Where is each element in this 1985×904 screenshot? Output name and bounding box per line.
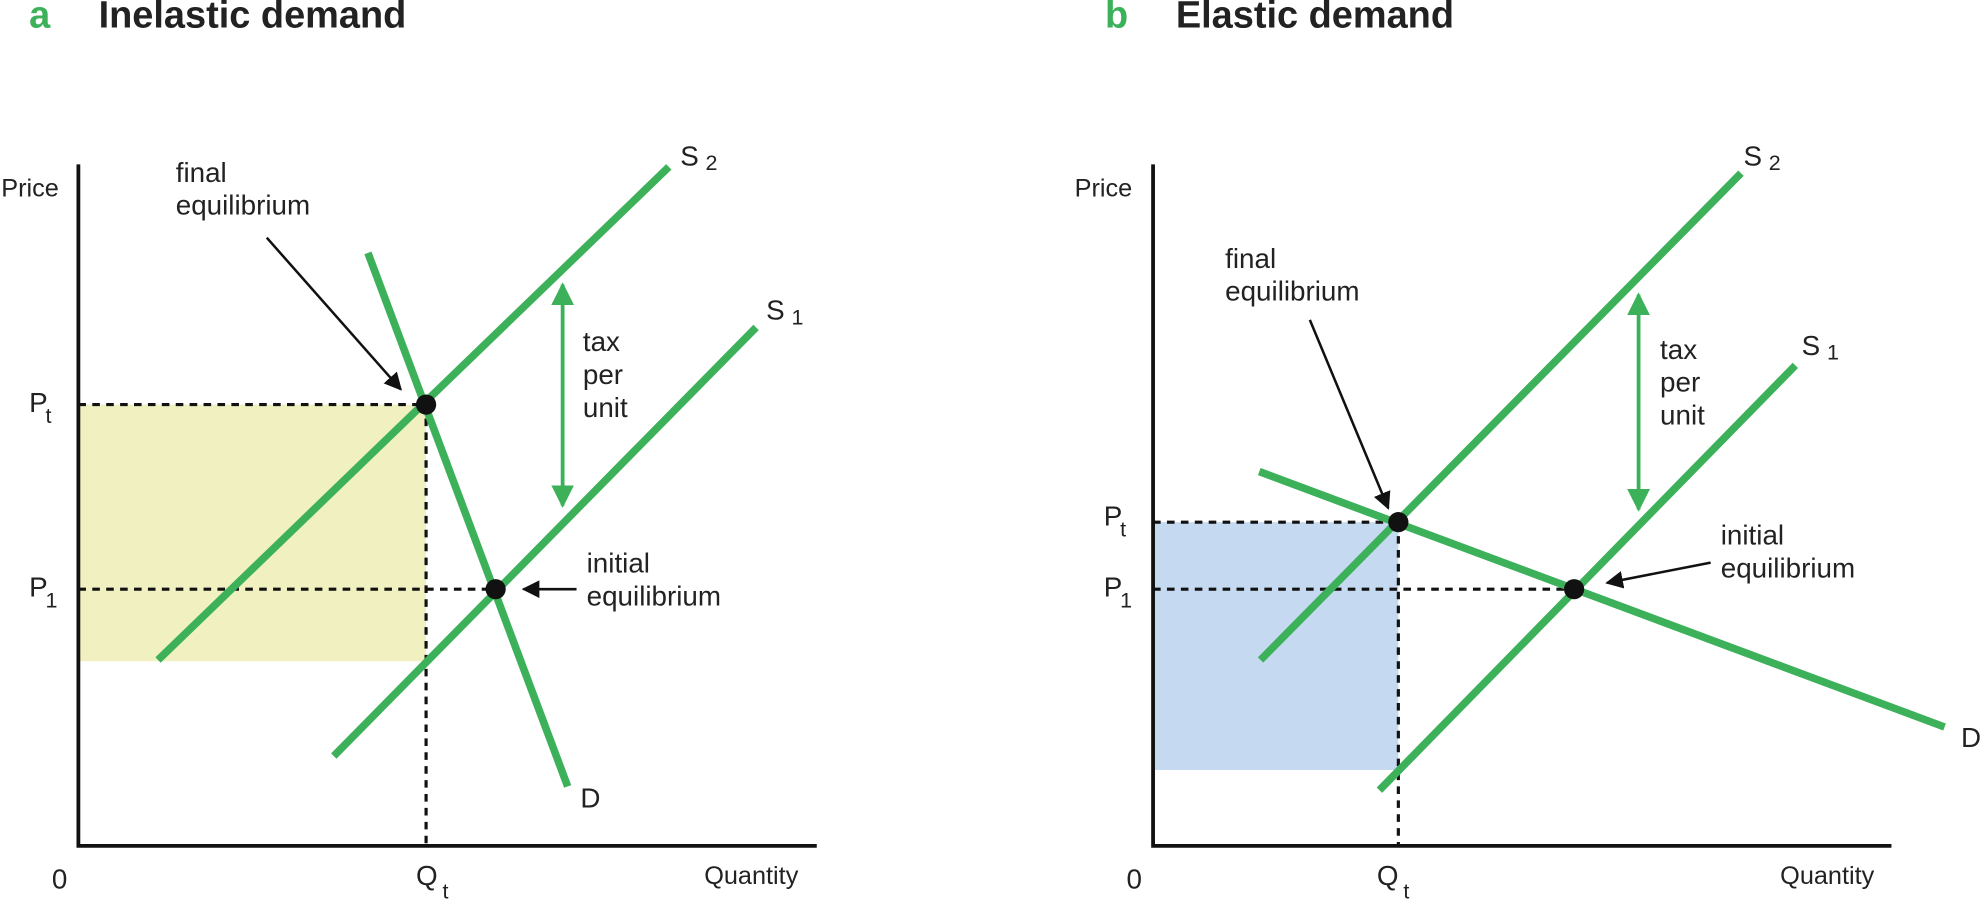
x-axis-label: Quantity <box>704 862 798 890</box>
curve-label: D <box>1961 722 1981 753</box>
panel-title: Elastic demand <box>1176 0 1454 37</box>
curve-label-sub: 1 <box>1827 341 1839 365</box>
supply-curve <box>155 164 672 663</box>
curve-label-sub: 2 <box>1769 151 1781 175</box>
quantity-label: Q <box>416 860 438 891</box>
curve-label: S <box>766 295 785 326</box>
equilibrium-point <box>1388 512 1409 533</box>
demand-curve <box>1257 468 1946 731</box>
pointer-arrow <box>1605 561 1711 589</box>
quantity-label-sub: t <box>443 879 449 903</box>
initial-equilibrium-label: initial <box>1721 520 1784 551</box>
curve-label: S <box>1744 140 1763 171</box>
supply-curve <box>331 324 759 759</box>
quantity-label: Q <box>1377 860 1399 891</box>
price-label-sub: t <box>46 404 52 428</box>
initial-equilibrium-label: initial <box>587 548 650 579</box>
price-label: P <box>1104 501 1123 532</box>
quantity-label-sub: t <box>1403 879 1409 903</box>
initial-equilibrium-label: equilibrium <box>587 580 721 611</box>
tax-label: per <box>1660 367 1700 398</box>
tax-label: tax <box>1660 334 1697 365</box>
y-axis-label: Price <box>1 174 59 202</box>
panel-letter: a <box>29 0 51 37</box>
price-label-sub: t <box>1120 518 1126 542</box>
tax-label: tax <box>583 326 620 357</box>
x-axis-label: Quantity <box>1780 862 1874 890</box>
price-label: P <box>29 387 48 418</box>
axes <box>1151 164 1892 848</box>
axes <box>76 164 817 848</box>
final-equilibrium-label: equilibrium <box>1225 276 1359 307</box>
price-label-sub: 1 <box>1120 588 1132 612</box>
curve-label: S <box>680 140 699 171</box>
initial-equilibrium-label: equilibrium <box>1721 553 1855 584</box>
final-equilibrium-label: final <box>1225 243 1276 274</box>
curve-label: S <box>1802 330 1821 361</box>
curve-label: D <box>580 783 600 814</box>
pointer-arrow <box>1308 319 1391 510</box>
final-equilibrium-label: equilibrium <box>176 190 310 221</box>
origin-label: 0 <box>52 864 67 895</box>
equilibrium-point <box>1563 579 1585 600</box>
supply-curve <box>1376 362 1799 793</box>
supply-curve <box>1257 170 1744 663</box>
tax-label: per <box>583 359 623 390</box>
pointer-arrow <box>265 236 402 391</box>
panel-letter: b <box>1105 0 1128 37</box>
curve-label-sub: 2 <box>705 151 717 175</box>
tax-area <box>78 404 427 662</box>
origin-label: 0 <box>1127 864 1142 895</box>
final-equilibrium-label: final <box>176 157 227 188</box>
panel-title: Inelastic demand <box>99 0 407 37</box>
tax-label: unit <box>1660 400 1705 431</box>
curve-label-sub: 1 <box>791 305 803 329</box>
equilibrium-point <box>415 394 437 415</box>
y-axis-label: Price <box>1075 174 1133 202</box>
price-label-sub: 1 <box>46 588 58 612</box>
price-label: P <box>1104 572 1123 603</box>
price-label: P <box>29 572 48 603</box>
tax-label: unit <box>583 392 628 423</box>
demand-curve <box>364 251 572 788</box>
equilibrium-point <box>485 579 506 600</box>
